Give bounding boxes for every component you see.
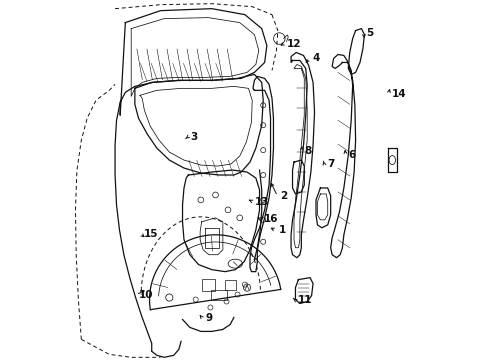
Text: 5: 5 — [366, 28, 373, 38]
Bar — [224, 280, 235, 289]
Bar — [211, 289, 227, 300]
Text: 1: 1 — [278, 225, 285, 235]
Text: 2: 2 — [280, 191, 287, 201]
Text: 12: 12 — [286, 39, 301, 49]
Text: 11: 11 — [298, 295, 312, 305]
Text: 6: 6 — [348, 150, 355, 160]
Text: 10: 10 — [139, 290, 153, 300]
Text: 8: 8 — [304, 146, 311, 156]
Text: 13: 13 — [255, 197, 269, 207]
Text: 14: 14 — [391, 89, 406, 99]
Text: 7: 7 — [326, 159, 334, 169]
Bar — [201, 279, 214, 291]
Text: 9: 9 — [204, 313, 212, 323]
Text: 3: 3 — [190, 132, 198, 142]
Text: 16: 16 — [264, 215, 278, 224]
Text: 4: 4 — [312, 53, 319, 63]
Text: 15: 15 — [143, 229, 158, 239]
